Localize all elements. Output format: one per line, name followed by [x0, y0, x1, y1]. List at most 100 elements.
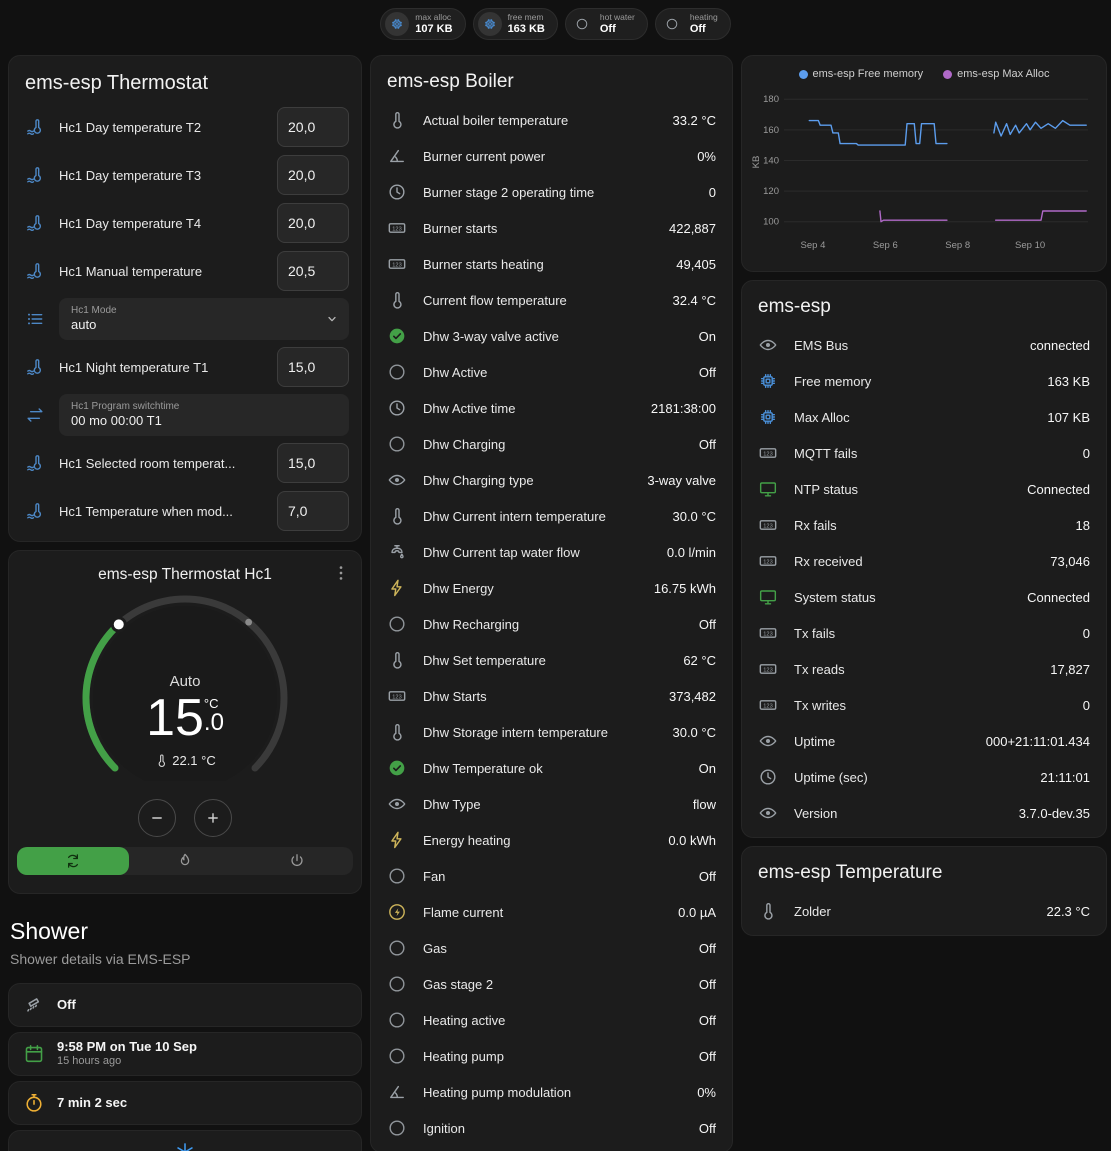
status-badge[interactable]: max alloc 107 KB — [380, 8, 466, 40]
entity-row[interactable]: Ignition Off — [371, 1110, 732, 1146]
entity-state: 16.75 kWh — [653, 580, 716, 596]
entity-name: Heating active — [423, 1012, 506, 1028]
number-input[interactable]: 7,0 — [277, 491, 349, 531]
status-badge[interactable]: hot water Off — [564, 8, 648, 40]
entity-row[interactable]: Dhw Active time 2181:38:00 — [371, 390, 732, 426]
entity-row[interactable]: 123 Tx fails 0 — [742, 615, 1106, 651]
badge-value: Off — [689, 22, 706, 35]
number-input[interactable]: 20,0 — [277, 107, 349, 147]
entity-row[interactable]: Free memory 163 KB — [742, 363, 1106, 399]
entity-row[interactable]: Gas Off — [371, 930, 732, 966]
entity-state: Off — [698, 976, 716, 992]
entity-state: 0.0 l/min — [666, 544, 716, 560]
dots-vertical-icon[interactable] — [331, 563, 351, 583]
entity-row[interactable]: Current flow temperature 32.4 °C — [371, 282, 732, 318]
entity-row[interactable]: 123 Rx fails 18 — [742, 507, 1106, 543]
entity-row[interactable]: Gas stage 2 Off — [371, 966, 732, 1002]
entity-row[interactable]: Dhw Active Off — [371, 354, 732, 390]
entity-row[interactable]: Energy heating 0.0 kWh — [371, 822, 732, 858]
number-value: 15,0 — [288, 359, 316, 375]
hvac-mode-fire-button[interactable] — [129, 847, 241, 875]
badge-text: heating Off — [690, 12, 718, 35]
decrease-temperature-button[interactable] — [138, 799, 176, 837]
entity-row[interactable]: 123 Burner starts 422,887 — [371, 210, 732, 246]
entity-row[interactable]: Fan Off — [371, 858, 732, 894]
entity-name: Gas — [423, 940, 447, 956]
svg-text:123: 123 — [392, 694, 401, 700]
status-badge[interactable]: heating Off — [654, 8, 731, 40]
entity-row[interactable]: Actual boiler temperature 33.2 °C — [371, 102, 732, 138]
number-input[interactable]: 15,0 — [277, 443, 349, 483]
hvac-mode-auto-button[interactable] — [17, 847, 129, 875]
entity-row[interactable]: Dhw Current intern temperature 30.0 °C — [371, 498, 732, 534]
dial-handle[interactable] — [110, 616, 127, 633]
entity-row[interactable]: Dhw Temperature ok On — [371, 750, 732, 786]
entity-row[interactable]: Dhw Current tap water flow 0.0 l/min — [371, 534, 732, 570]
entity-name: Dhw Energy — [423, 580, 494, 596]
legend-item[interactable]: ems-esp Free memory — [798, 68, 923, 80]
entity-row[interactable]: Dhw Recharging Off — [371, 606, 732, 642]
entity-row[interactable]: Dhw 3-way valve active On — [371, 318, 732, 354]
number-input[interactable]: 20,5 — [277, 251, 349, 291]
card-title: ems-esp Temperature — [758, 862, 943, 883]
entity-row[interactable]: 123 Tx writes 0 — [742, 687, 1106, 723]
hvac-mode-power-button[interactable] — [241, 847, 353, 875]
shower-cold-alert-card[interactable] — [8, 1130, 362, 1151]
entity-row[interactable]: Burner stage 2 operating time 0 — [371, 174, 732, 210]
entity-row[interactable]: Dhw Set temperature 62 °C — [371, 642, 732, 678]
entity-name: Burner stage 2 operating time — [423, 184, 595, 200]
entity-row[interactable]: Dhw Charging type 3-way valve — [371, 462, 732, 498]
increase-temperature-button[interactable] — [194, 799, 232, 837]
entity-row[interactable]: Dhw Energy 16.75 kWh — [371, 570, 732, 606]
entity-row[interactable]: Dhw Charging Off — [371, 426, 732, 462]
entity-row[interactable]: NTP status Connected — [742, 471, 1106, 507]
entity-row[interactable]: Dhw Type flow — [371, 786, 732, 822]
entity-row[interactable]: EMS Bus connected — [742, 327, 1106, 363]
entity-row[interactable]: Uptime 000+21:11:01.434 — [742, 723, 1106, 759]
shower-timestamp-card[interactable]: 9:58 PM on Tue 10 Sep 15 hours ago — [8, 1032, 362, 1076]
shower-duration-card[interactable]: 7 min 2 sec — [8, 1081, 362, 1125]
entity-row: Hc1 Mode auto — [9, 295, 361, 343]
entity-row[interactable]: Dhw Storage intern temperature 30.0 °C — [371, 714, 732, 750]
entity-state: 62 °C — [683, 652, 716, 668]
number-input[interactable]: 20,0 — [277, 203, 349, 243]
thermometer-water-icon — [25, 357, 47, 377]
entity-name: Hc1 Night temperature T1 — [59, 359, 209, 375]
entity-row[interactable]: 123 Dhw Starts 373,482 — [371, 678, 732, 714]
hvac-mode-buttons — [17, 847, 353, 875]
entity-row[interactable]: System status Connected — [742, 579, 1106, 615]
status-badge[interactable]: free mem 163 KB — [472, 8, 558, 40]
mode-select[interactable]: Hc1 Mode auto — [59, 298, 349, 340]
text-input[interactable]: Hc1 Program switchtime 00 mo 00:00 T1 — [59, 394, 349, 436]
entity-name: NTP status — [794, 481, 859, 497]
counter-icon: 123 — [387, 254, 409, 274]
thermometer-water-icon — [25, 165, 47, 185]
entity-row[interactable]: 123 Tx reads 17,827 — [742, 651, 1106, 687]
entity-row[interactable]: Heating active Off — [371, 1002, 732, 1038]
entity-row[interactable]: Heating pump Off — [371, 1038, 732, 1074]
entity-row[interactable]: Max Alloc 107 KB — [742, 399, 1106, 435]
monitor-icon — [758, 587, 780, 607]
thermostat-dial[interactable]: Auto 15 °C .0 22.1 °C — [9, 585, 361, 839]
dial-arc[interactable] — [65, 585, 305, 781]
entity-row[interactable]: 123 Rx received 73,046 — [742, 543, 1106, 579]
shower-state-card[interactable]: Off — [8, 983, 362, 1027]
entity-name: Rx received — [794, 553, 863, 569]
entity-row[interactable]: Heating pump modulation 0% — [371, 1074, 732, 1110]
current-temp-marker — [245, 618, 253, 626]
legend-item[interactable]: ems-esp Max Alloc — [943, 68, 1049, 80]
entity-row[interactable]: Zolder 22.3 °C — [742, 893, 1106, 929]
entity-row[interactable]: Uptime (sec) 21:11:01 — [742, 759, 1106, 795]
svg-text:123: 123 — [763, 559, 772, 565]
entity-row[interactable]: Flame current 0.0 µA — [371, 894, 732, 930]
entity-row[interactable]: 123 MQTT fails 0 — [742, 435, 1106, 471]
thermometer-icon — [387, 650, 409, 670]
eye-icon — [387, 794, 409, 814]
history-chart: 100 120 140 160 180 KB Sep 4 Sep 6 Sep 8 Sep 10 — [751, 94, 1088, 251]
number-input[interactable]: 15,0 — [277, 347, 349, 387]
entity-row[interactable]: 123 Burner starts heating 49,405 — [371, 246, 732, 282]
entity-row[interactable]: Burner current power 0% — [371, 138, 732, 174]
entity-state: 30.0 °C — [672, 508, 716, 524]
entity-row[interactable]: Version 3.7.0-dev.35 — [742, 795, 1106, 831]
number-input[interactable]: 20,0 — [277, 155, 349, 195]
